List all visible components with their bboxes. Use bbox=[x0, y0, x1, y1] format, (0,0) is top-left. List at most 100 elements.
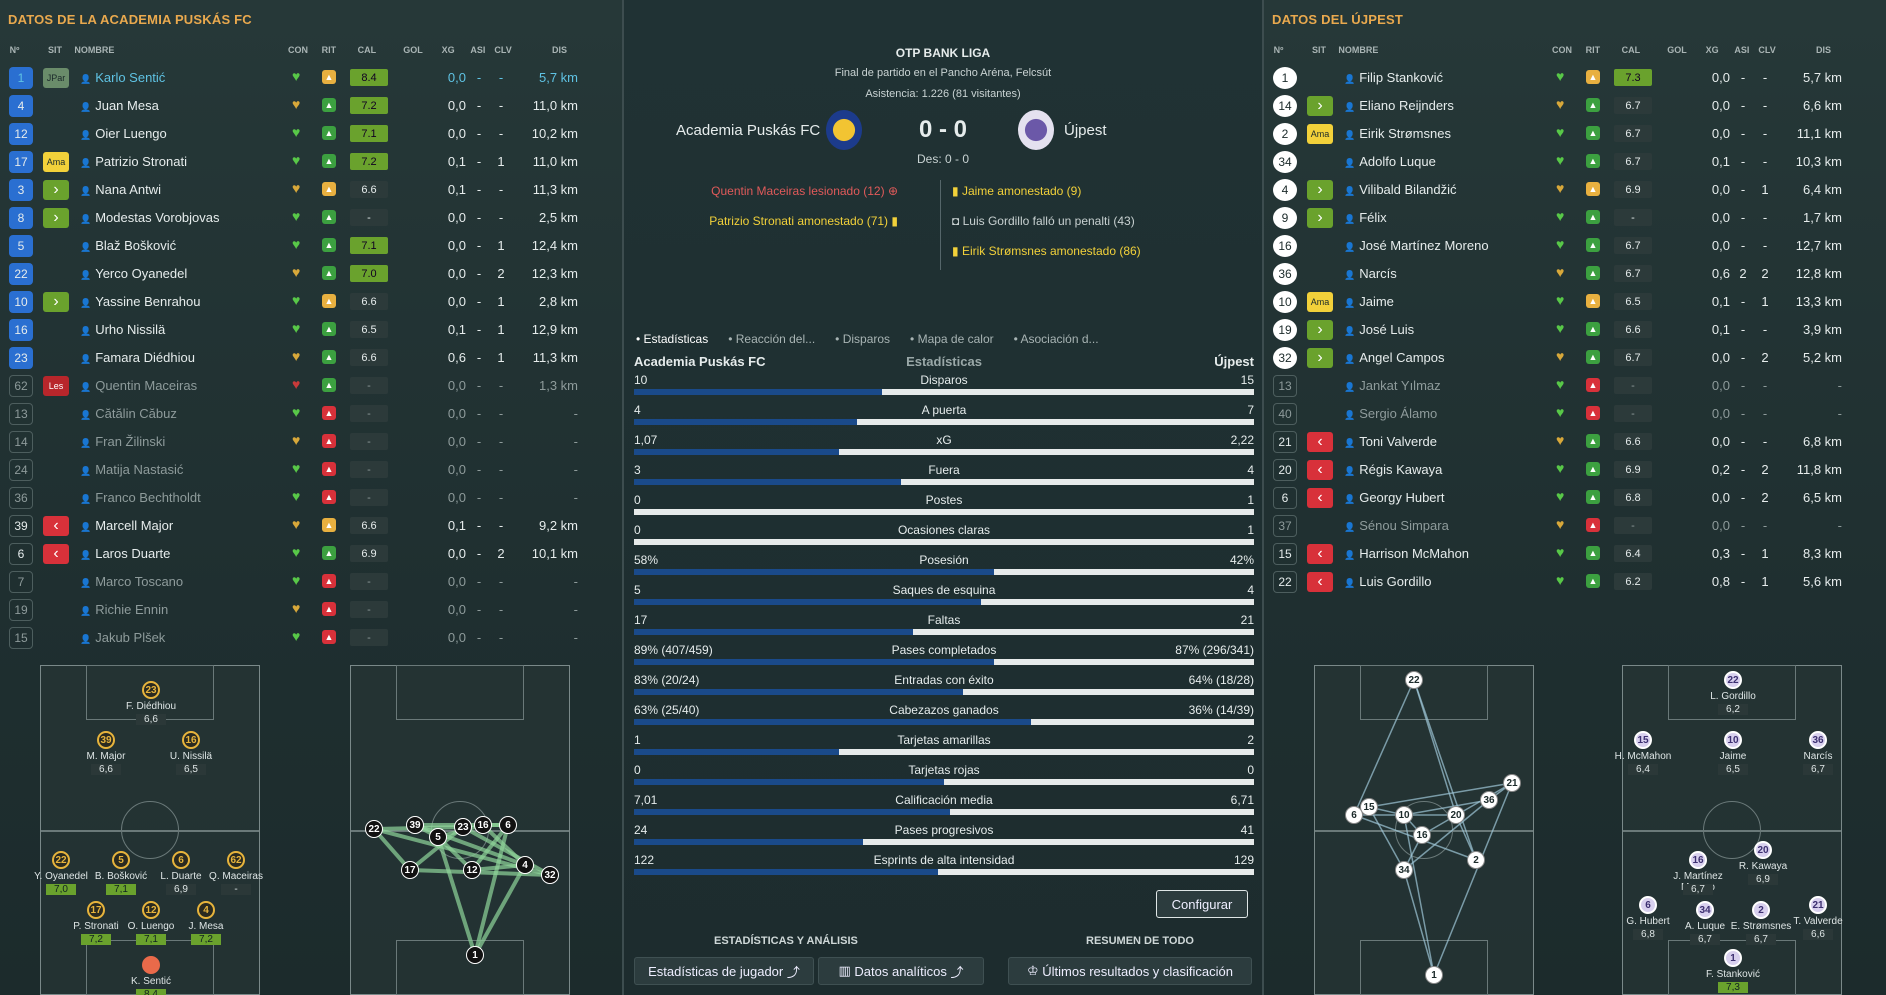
stats-tab-3[interactable]: • Mapa de calor bbox=[910, 332, 994, 346]
pass-map-player-node[interactable]: 10 bbox=[1395, 806, 1413, 824]
player-row[interactable]: 7Marco Toscano♥▲-0,0--- bbox=[0, 568, 600, 596]
player-name[interactable]: Narcís bbox=[1344, 266, 1397, 281]
player-name[interactable]: Eirik Strømsnes bbox=[1344, 126, 1451, 141]
formation-player-marker[interactable]: 21 bbox=[1809, 896, 1827, 914]
pass-map-player-node[interactable]: 6 bbox=[1345, 806, 1363, 824]
column-header-gol[interactable]: GOL bbox=[1667, 45, 1687, 55]
pass-map-player-node[interactable]: 21 bbox=[1503, 774, 1521, 792]
formation-player-marker[interactable]: 39 bbox=[97, 731, 115, 749]
away-team-name[interactable]: Újpest bbox=[1064, 122, 1107, 139]
column-header-no[interactable]: Nº bbox=[1273, 45, 1284, 55]
formation-player-marker[interactable]: 20 bbox=[1754, 841, 1772, 859]
player-name[interactable]: Karlo Sentić bbox=[80, 70, 165, 85]
player-name[interactable]: Matija Nastasić bbox=[80, 462, 183, 477]
player-row[interactable]: 19›José Luis♥▲6.60,1--3,9 km bbox=[1264, 316, 1864, 344]
player-row[interactable]: 14›Eliano Reijnders♥▲6.70,0--6,6 km bbox=[1264, 92, 1864, 120]
player-name[interactable]: Laros Duarte bbox=[80, 546, 170, 561]
home-team-name[interactable]: Academia Puskás FC bbox=[676, 122, 821, 139]
player-name[interactable]: Juan Mesa bbox=[80, 98, 159, 113]
column-header-sit[interactable]: SIT bbox=[48, 45, 63, 55]
column-header-cal[interactable]: CAL bbox=[357, 45, 377, 55]
column-header-clv[interactable]: CLV bbox=[1758, 45, 1776, 55]
player-row[interactable]: 36Franco Bechtholdt♥▲-0,0--- bbox=[0, 484, 600, 512]
pass-map-player-node[interactable]: 34 bbox=[1395, 861, 1413, 879]
pass-map-player-node[interactable]: 1 bbox=[1425, 966, 1443, 984]
player-row[interactable]: 36 Narcís ♥ ▲ 6.7 0,6 22 12,8 km bbox=[1264, 260, 1864, 288]
column-header-no[interactable]: Nº bbox=[9, 45, 20, 55]
formation-player-marker[interactable] bbox=[142, 956, 160, 974]
player-row[interactable]: 24Matija Nastasić♥▲-0,0--- bbox=[0, 456, 600, 484]
configure-button[interactable]: Configurar bbox=[1156, 890, 1248, 918]
player-name[interactable]: Jakub Plšek bbox=[80, 630, 165, 645]
pass-map-player-node[interactable]: 2 bbox=[1467, 851, 1485, 869]
player-row[interactable]: 15 ‹ Harrison McMahon ♥ ▲ 6.4 0,3-1 8,3 km bbox=[1264, 540, 1864, 568]
player-name[interactable]: Franco Bechtholdt bbox=[80, 490, 201, 505]
stats-tab-2[interactable]: • Disparos bbox=[835, 332, 891, 346]
column-header-gol[interactable]: GOL bbox=[403, 45, 423, 55]
player-row[interactable]: 22 Yerco Oyanedel ♥ ▲ 7.0 0,0-2 12,3 km bbox=[0, 260, 600, 288]
pass-map-player-node[interactable]: 4 bbox=[516, 856, 534, 874]
player-name[interactable]: Régis Kawaya bbox=[1344, 462, 1442, 477]
pass-map-player-node[interactable]: 5 bbox=[429, 828, 447, 846]
player-name[interactable]: Filip Stanković bbox=[1344, 70, 1443, 85]
column-header-rit[interactable]: RIT bbox=[321, 45, 337, 55]
player-name[interactable]: Fran Žilinski bbox=[80, 434, 165, 449]
player-name[interactable]: Quentin Maceiras bbox=[80, 378, 197, 393]
pass-map-player-node[interactable]: 22 bbox=[1405, 671, 1423, 689]
player-row[interactable]: 14Fran Žilinski♥▲-0,0--- bbox=[0, 428, 600, 456]
player-name[interactable]: Sergio Álamo bbox=[1344, 406, 1437, 421]
player-row[interactable]: 10 › Yassine Benrahou ♥ ▲ 6.6 0,0-1 2,8 km bbox=[0, 288, 600, 316]
player-name[interactable]: Félix bbox=[1344, 210, 1386, 225]
pass-map-player-node[interactable]: 23 bbox=[454, 818, 472, 836]
player-row[interactable]: 4 › Vilibald Bilandžić ♥ ▲ 6.9 0,0-1 6,4 km bbox=[1264, 176, 1864, 204]
player-row[interactable]: 10 Ama Jaime ♥ ▲ 6.5 0,1-1 13,3 km bbox=[1264, 288, 1864, 316]
formation-player-marker[interactable]: 6 bbox=[172, 851, 190, 869]
player-row[interactable]: 3›Nana Antwi♥▲6.60,1--11,3 km bbox=[0, 176, 600, 204]
formation-player-marker[interactable]: 17 bbox=[87, 901, 105, 919]
column-header-xg[interactable]: XG bbox=[1705, 45, 1719, 55]
pass-map-player-node[interactable]: 36 bbox=[1480, 791, 1498, 809]
player-row[interactable]: 23 Famara Diédhiou ♥ ▲ 6.6 0,6-1 11,3 km bbox=[0, 344, 600, 372]
column-header-asi[interactable]: ASI bbox=[1734, 45, 1750, 55]
column-header-sit[interactable]: SIT bbox=[1312, 45, 1327, 55]
pass-map-player-node[interactable]: 39 bbox=[406, 816, 424, 834]
player-row[interactable]: 9›Félix♥▲-0,0--1,7 km bbox=[1264, 204, 1864, 232]
player-row[interactable]: 13Jankat Yılmaz♥▲-0,0--- bbox=[1264, 372, 1864, 400]
column-header-con[interactable]: CON bbox=[1552, 45, 1572, 55]
formation-player-marker[interactable]: 6 bbox=[1639, 896, 1657, 914]
player-name[interactable]: Cătălin Căbuz bbox=[80, 406, 177, 421]
player-row[interactable]: 6 ‹ Laros Duarte ♥ ▲ 6.9 0,0-2 10,1 km bbox=[0, 540, 600, 568]
formation-player-marker[interactable]: 5 bbox=[112, 851, 130, 869]
formation-player-marker[interactable]: 16 bbox=[182, 731, 200, 749]
formation-player-marker[interactable]: 36 bbox=[1809, 731, 1827, 749]
player-row[interactable]: 19Richie Ennin♥▲-0,0--- bbox=[0, 596, 600, 624]
player-row[interactable]: 8›Modestas Vorobjovas♥▲-0,0--2,5 km bbox=[0, 204, 600, 232]
player-row[interactable]: 62LesQuentin Maceiras♥▲-0,0--1,3 km bbox=[0, 372, 600, 400]
player-row[interactable]: 1JParKarlo Sentić♥▲8.40,0--5,7 km bbox=[0, 64, 600, 92]
player-row[interactable]: 4Juan Mesa♥▲7.20,0--11,0 km bbox=[0, 92, 600, 120]
formation-player-marker[interactable]: 12 bbox=[142, 901, 160, 919]
pass-map-player-node[interactable]: 32 bbox=[541, 866, 559, 884]
formation-player-marker[interactable]: 15 bbox=[1634, 731, 1652, 749]
player-row[interactable]: 15Jakub Plšek♥▲-0,0--- bbox=[0, 624, 600, 652]
player-name[interactable]: José Luis bbox=[1344, 322, 1414, 337]
player-name[interactable]: Jankat Yılmaz bbox=[1344, 378, 1440, 393]
column-header-clv[interactable]: CLV bbox=[494, 45, 512, 55]
column-header-rit[interactable]: RIT bbox=[1585, 45, 1601, 55]
player-stats-button[interactable]: Estadísticas de jugador ⤴ bbox=[634, 957, 814, 985]
player-name[interactable]: Yerco Oyanedel bbox=[80, 266, 187, 281]
player-name[interactable]: Georgy Hubert bbox=[1344, 490, 1444, 505]
player-name[interactable]: Famara Diédhiou bbox=[80, 350, 195, 365]
stats-tab-0[interactable]: • Estadísticas bbox=[636, 332, 709, 346]
player-row[interactable]: 20 ‹ Régis Kawaya ♥ ▲ 6.9 0,2-2 11,8 km bbox=[1264, 456, 1864, 484]
player-row[interactable]: 16José Martínez Moreno♥▲6.70,0--12,7 km bbox=[1264, 232, 1864, 260]
formation-player-marker[interactable]: 1 bbox=[1724, 949, 1742, 967]
player-row[interactable]: 2AmaEirik Strømsnes♥▲6.70,0--11,1 km bbox=[1264, 120, 1864, 148]
pass-map-player-node[interactable]: 16 bbox=[474, 816, 492, 834]
player-row[interactable]: 37Sénou Simpara♥▲-0,0--- bbox=[1264, 512, 1864, 540]
player-name[interactable]: Yassine Benrahou bbox=[80, 294, 200, 309]
player-name[interactable]: Marcell Major bbox=[80, 518, 173, 533]
pass-map-player-node[interactable]: 20 bbox=[1447, 806, 1465, 824]
pass-map-player-node[interactable]: 6 bbox=[499, 816, 517, 834]
player-name[interactable]: Blaž Bošković bbox=[80, 238, 176, 253]
